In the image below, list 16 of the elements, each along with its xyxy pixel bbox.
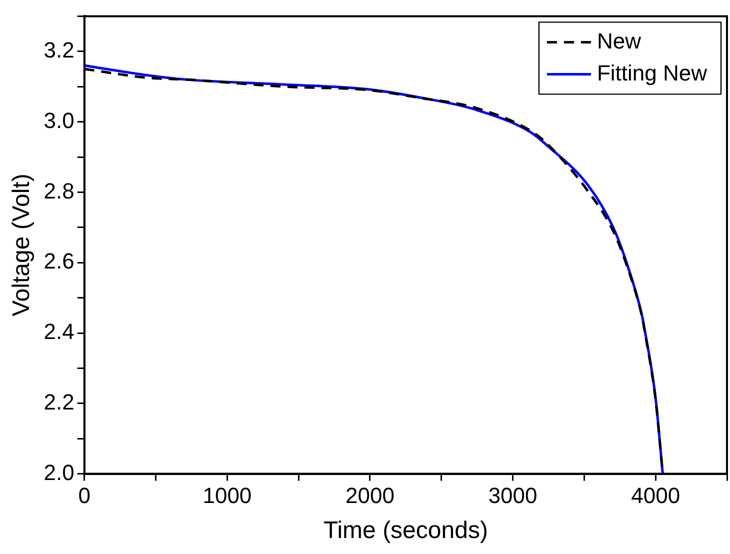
y-tick-label: 2.2 bbox=[44, 389, 74, 414]
y-tick-label: 2.0 bbox=[44, 460, 74, 485]
y-axis-title: Voltage (Volt) bbox=[8, 174, 36, 316]
y-tick-label: 3.2 bbox=[44, 37, 74, 62]
x-tick-label: 4000 bbox=[631, 483, 680, 508]
x-tick-label: 1000 bbox=[202, 483, 252, 508]
x-tick-label: 3000 bbox=[488, 483, 538, 508]
legend-label: Fitting New bbox=[596, 60, 708, 86]
y-tick-label: 3.0 bbox=[44, 108, 74, 133]
y-tick-label: 2.4 bbox=[44, 319, 74, 344]
legend-label: New bbox=[596, 28, 642, 54]
x-tick-label: 0 bbox=[78, 483, 91, 508]
x-tick-label: 2000 bbox=[346, 483, 394, 508]
y-tick-label: 2.8 bbox=[44, 178, 74, 204]
x-axis-title: Time (seconds) bbox=[323, 517, 488, 544]
y-tick-label: 2.6 bbox=[44, 248, 74, 274]
